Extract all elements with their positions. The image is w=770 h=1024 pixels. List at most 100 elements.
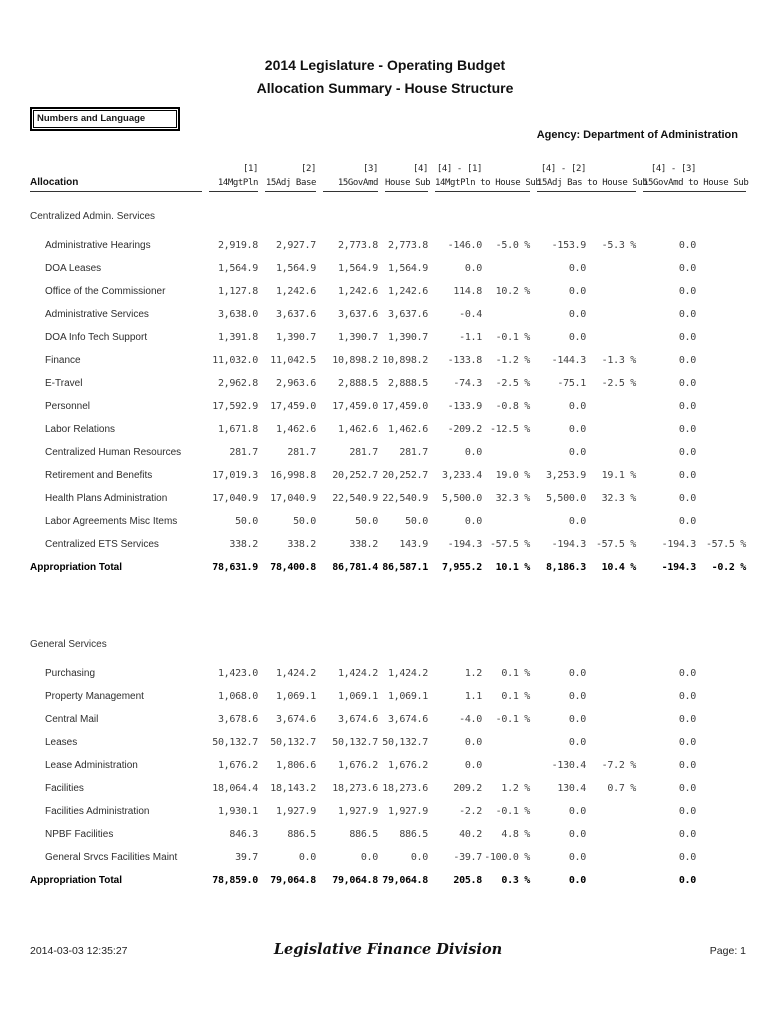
cell-percent: -1.3 % (601, 355, 637, 366)
cell-percent (696, 679, 746, 702)
cell-value: 17,459.0 (332, 401, 378, 412)
cell-percent (586, 794, 636, 817)
cell-percent: 0.1 % (501, 668, 530, 679)
cell-percent: 10.2 % (495, 286, 531, 297)
row-label: General Srvcs Facilities Maint (45, 852, 178, 863)
cell-value: 50,132.7 (382, 737, 428, 748)
cell-value: -2.2 (459, 806, 482, 817)
cell-value: 10,898.2 (332, 355, 378, 366)
row-label: Property Management (45, 691, 144, 702)
cell-value: 0.0 (410, 852, 428, 863)
cell-value: 22,540.9 (332, 493, 378, 504)
cell-percent: -57.5 % (489, 539, 530, 550)
cell-percent (586, 251, 636, 274)
cell-value: 886.5 (287, 829, 316, 840)
row-label: Centralized ETS Services (45, 539, 159, 550)
cell-value: 18,143.2 (270, 783, 316, 794)
cell-value: 0.0 (678, 240, 696, 251)
cell-value: 50.0 (405, 516, 428, 527)
cell-value: 2,773.8 (337, 240, 378, 251)
cell-value: -4.0 (459, 714, 482, 725)
row-label: Facilities (45, 783, 84, 794)
cell-percent (696, 863, 746, 886)
cell-percent (696, 366, 746, 389)
cell-value: 0.0 (464, 760, 482, 771)
cell-value: 0.0 (678, 760, 696, 771)
cell-value: 0.0 (568, 263, 586, 274)
cell-percent (482, 435, 530, 458)
table-row: DOA Info Tech Support 1,391.8 1,390.7 1,390… (30, 320, 746, 343)
cell-value: 1,676.2 (217, 760, 258, 771)
cell-percent (696, 817, 746, 840)
cell-percent: -1.2 % (495, 355, 531, 366)
cell-percent: 32.3 % (601, 493, 637, 504)
cell-value: 5,500.0 (441, 493, 482, 504)
cell-value: -0.4 (459, 309, 482, 320)
column-label-row: Allocation 14MgtPln 15Adj Base 15GovAmd … (30, 174, 749, 192)
cell-value: 3,253.9 (545, 470, 586, 481)
cell-value: 20,252.7 (332, 470, 378, 481)
cell-percent (586, 320, 636, 343)
row-label: Administrative Hearings (45, 240, 151, 251)
cell-value: 86,587.1 (382, 562, 428, 573)
cell-value: 0.0 (678, 516, 696, 527)
cell-value: 0.0 (678, 286, 696, 297)
cell-value: -194.3 (661, 539, 697, 550)
cell-value: 1,069.1 (337, 691, 378, 702)
cell-value: 0.0 (678, 309, 696, 320)
cell-percent (586, 725, 636, 748)
cell-value: 18,273.6 (382, 783, 428, 794)
cell-value: 3,637.6 (275, 309, 316, 320)
cell-value: 1,424.2 (337, 668, 378, 679)
cell-value: 3,674.6 (337, 714, 378, 725)
row-label: Centralized Human Resources (45, 447, 182, 458)
cell-value: 50.0 (355, 516, 378, 527)
cell-value: 1,390.7 (337, 332, 378, 343)
table-row: Leases 50,132.7 50,132.7 50,132.7 50,132.7 0.… (30, 725, 746, 748)
cell-value: 1,391.8 (217, 332, 258, 343)
cell-percent: 10.4 % (601, 562, 637, 573)
cell-value: 886.5 (399, 829, 428, 840)
cell-value: 86,781.4 (332, 562, 378, 573)
cell-value: 8,186.3 (545, 562, 586, 573)
cell-value: 17,019.3 (212, 470, 258, 481)
allocation-column-header: Allocation (30, 177, 202, 192)
cell-value: 0.0 (568, 691, 586, 702)
cell-value: 281.7 (399, 447, 428, 458)
cell-value: 1,423.0 (217, 668, 258, 679)
row-label: Central Mail (45, 714, 99, 725)
cell-value: 0.0 (568, 447, 586, 458)
col-label: 14MgtPln to House Sub (435, 178, 541, 192)
cell-percent: 0.7 % (607, 783, 636, 794)
cell-value: 79,064.8 (332, 875, 378, 886)
cell-value: 3,637.6 (387, 309, 428, 320)
col-number: [4] - [3] (650, 164, 697, 174)
cell-value: 0.0 (678, 668, 696, 679)
cell-value: 0.0 (568, 309, 586, 320)
cell-value: 886.5 (349, 829, 378, 840)
cell-value: 0.0 (568, 875, 586, 886)
table-row: Facilities Administration 1,930.1 1,927.9 1… (30, 794, 746, 817)
appropriation-total-row: Appropriation Total 78,859.0 79,064.8 79,06… (30, 863, 746, 886)
table-row: Labor Relations 1,671.8 1,462.6 1,462.6 1,46… (30, 412, 746, 435)
cell-value: 143.9 (399, 539, 428, 550)
cell-value: 281.7 (229, 447, 258, 458)
cell-value: 50,132.7 (270, 737, 316, 748)
table-row: Retirement and Benefits 17,019.3 16,998.8 2… (30, 458, 746, 481)
cell-value: 1,069.1 (275, 691, 316, 702)
cell-value: 78,859.0 (212, 875, 258, 886)
row-label: DOA Leases (45, 263, 102, 274)
cell-value: 2,962.8 (217, 378, 258, 389)
cell-value: 0.0 (678, 737, 696, 748)
footer-page-number: Page: 1 (709, 945, 746, 957)
row-label: Personnel (45, 401, 91, 412)
cell-percent (696, 481, 746, 504)
table-row: Finance 11,032.0 11,042.5 10,898.2 10,898.2 -… (30, 343, 746, 366)
cell-value: 1,564.9 (275, 263, 316, 274)
cell-percent: -0.8 % (495, 401, 531, 412)
cell-value: 0.0 (568, 401, 586, 412)
cell-value: 2,927.7 (275, 240, 316, 251)
col-number: [4] - [2] (540, 164, 587, 174)
cell-value: 1,242.6 (275, 286, 316, 297)
